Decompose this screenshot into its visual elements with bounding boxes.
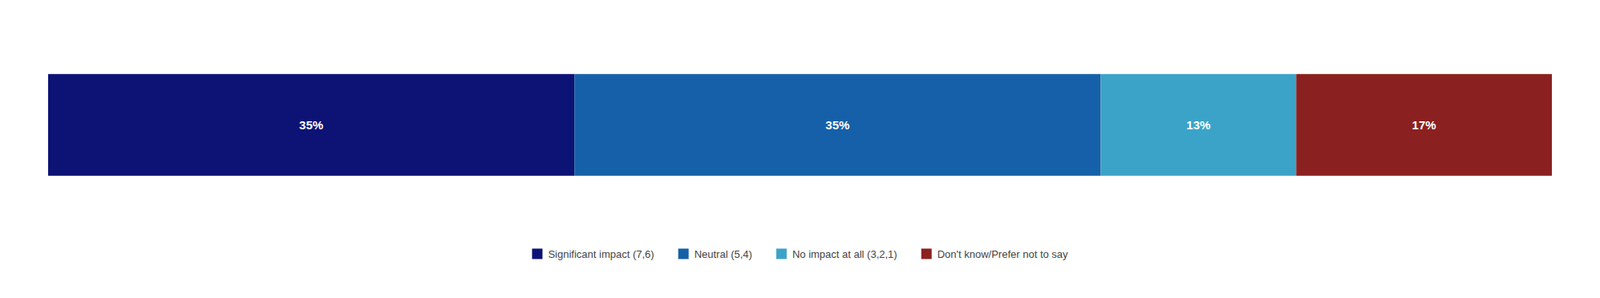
data-labels: 35% 35% 13% 17% [299,117,1437,132]
legend-swatch [678,248,689,260]
legend-item: Don't know/Prefer not to say [921,247,1069,260]
bar-segment [574,73,1101,176]
legend-swatch [776,248,787,260]
legend-item: Neutral (5,4) [678,247,753,260]
bar-segment [1296,73,1552,176]
chart: 35% 35% 13% 17% Significant impact (7,6) Neut… [0,0,1600,298]
data-label: 17% [1412,117,1437,132]
legend-swatch [531,248,543,260]
legend-label: Don't know/Prefer not to say [937,247,1069,260]
data-label: 13% [1186,117,1211,132]
bar-segment [48,73,575,176]
legend-item: No impact at all (3,2,1) [776,247,898,260]
legend-label: Neutral (5,4) [694,247,753,260]
legend-item: Significant impact (7,6) [531,247,654,260]
legend-label: No impact at all (3,2,1) [792,247,898,260]
bars [48,73,1552,176]
legend-label: Significant impact (7,6) [547,247,654,260]
bar-segment [1101,73,1297,176]
data-label: 35% [825,117,850,132]
data-label: 35% [299,117,324,132]
legend: Significant impact (7,6) Neutral (5,4) No … [531,247,1069,260]
legend-swatch [921,248,932,260]
